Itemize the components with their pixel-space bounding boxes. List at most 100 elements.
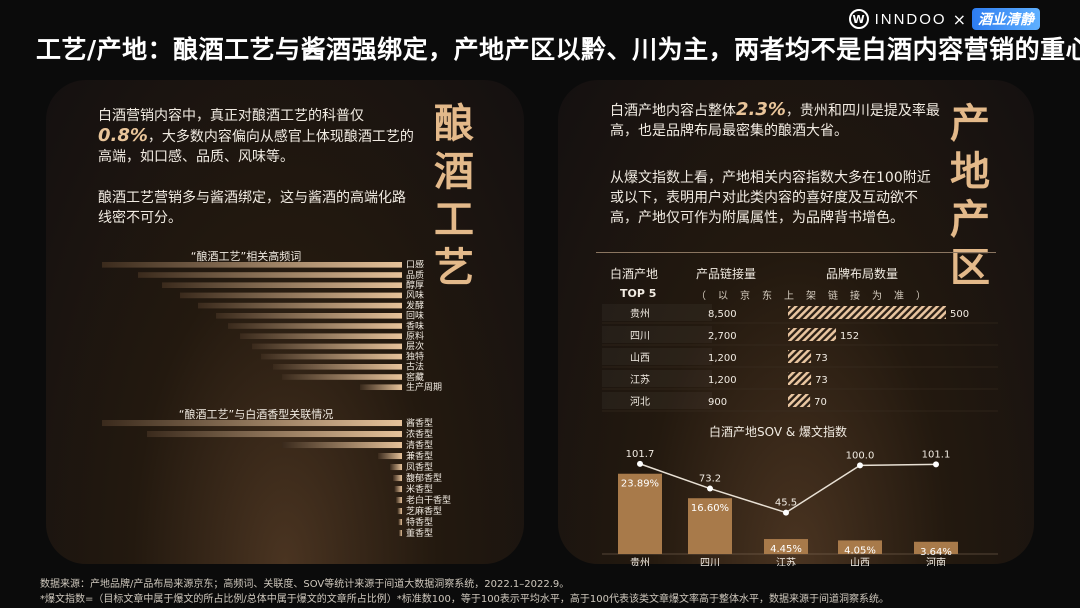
sov-category-label: 山西 bbox=[850, 557, 870, 566]
bar-香味 bbox=[228, 323, 402, 329]
table-top5-label: TOP 5 bbox=[620, 287, 657, 300]
table-cell-region-bg bbox=[602, 392, 712, 409]
bar-label: 独特 bbox=[406, 350, 424, 362]
craft-para1-text-after: ，大多数内容偏向从感官上体现酿酒工艺的高端，如口感、品质、风味等。 bbox=[98, 129, 414, 165]
region-vertical-title: 产 地 产 区 bbox=[948, 100, 992, 292]
vtitle-char: 产 bbox=[950, 197, 990, 243]
craft-paragraph-1: 白酒营销内容中，真正对酿酒工艺的科普仅0.8%，大多数内容偏向从感官上体现酿酒工… bbox=[98, 106, 418, 167]
sov-category-label: 江苏 bbox=[776, 556, 796, 566]
table-link-count: 2,700 bbox=[708, 331, 737, 342]
bar-label: 凤香型 bbox=[406, 462, 433, 473]
bar-醇厚 bbox=[162, 282, 402, 289]
bar-清香型 bbox=[282, 442, 402, 449]
table-region-name: 四川 bbox=[630, 331, 650, 342]
table-region-name: 山西 bbox=[630, 352, 650, 364]
table-cell-region-bg bbox=[602, 326, 712, 343]
bar-label: 原料 bbox=[406, 330, 424, 342]
bar-古法 bbox=[273, 364, 402, 370]
bar-特香型 bbox=[398, 519, 402, 526]
bar-口感 bbox=[102, 262, 402, 268]
bar-生产周期 bbox=[360, 384, 402, 391]
region-para1-text-after: ，贵州和四川是提及率最高，也是品牌布局最密集的酿酒大省。 bbox=[610, 103, 940, 139]
table-region-name: 江苏 bbox=[630, 373, 650, 386]
winndoo-logo-icon: W bbox=[848, 9, 869, 29]
sov-category-label: 四川 bbox=[700, 558, 720, 566]
bar-米香型 bbox=[394, 486, 402, 493]
region-percent-highlight: 2.3% bbox=[736, 99, 786, 120]
brand-count-bar bbox=[788, 328, 837, 341]
bar-label: 口感 bbox=[406, 260, 424, 271]
brand-count-label: 70 bbox=[814, 397, 827, 408]
table-cell-region-bg bbox=[602, 304, 712, 321]
table-link-count: 1,200 bbox=[708, 353, 737, 364]
bar-label: 回味 bbox=[406, 310, 424, 322]
bar-窖藏 bbox=[282, 374, 402, 380]
index-label: 101.7 bbox=[626, 449, 655, 460]
freq-words-chart-title: “酿酒工艺”相关高频词 bbox=[190, 250, 302, 263]
sov-bar-label: 16.60% bbox=[691, 503, 729, 514]
footer-source: 数据来源：产地品牌/产品布局来源京东；高频词、关联度、SOV等统计来源于间道大数… bbox=[40, 579, 570, 590]
index-label: 100.0 bbox=[846, 450, 875, 461]
bar-label: 米香型 bbox=[406, 483, 433, 495]
bar-酱香型 bbox=[102, 420, 402, 427]
bar-label: 馥郁香型 bbox=[406, 472, 442, 484]
partner-logo: 酒业清静 bbox=[972, 8, 1040, 30]
index-point bbox=[707, 485, 713, 492]
bar-老白干香型 bbox=[396, 497, 402, 504]
bar-label: 董香型 bbox=[406, 527, 433, 539]
bar-浓香型 bbox=[147, 431, 402, 438]
brand-count-label: 73 bbox=[815, 353, 828, 364]
bar-独特 bbox=[261, 353, 402, 360]
table-region-name: 河北 bbox=[630, 396, 650, 408]
page-title: 工艺/产地：酿酒工艺与酱酒强绑定，产地产区以黔、川为主，两者均不是白酒内容营销的… bbox=[36, 35, 1080, 64]
bar-label: 层次 bbox=[406, 340, 424, 352]
bar-回味 bbox=[216, 313, 402, 319]
index-point bbox=[933, 461, 939, 468]
table-link-count: 8,500 bbox=[708, 309, 737, 320]
brand-logos: W INNDOO × 酒业清静 bbox=[848, 6, 1040, 32]
bar-label: 窖藏 bbox=[406, 371, 424, 383]
vtitle-char: 地 bbox=[950, 149, 990, 195]
sov-bar bbox=[688, 498, 732, 554]
brand-count-bar bbox=[788, 394, 811, 407]
bar-馥郁香型 bbox=[393, 475, 402, 482]
region-paragraph-2: 从爆文指数上看，产地相关内容指数大多在100附近或以下，表明用户对此类内容的喜好… bbox=[610, 170, 931, 226]
bar-label: 浓香型 bbox=[406, 429, 433, 440]
bar-label: 芝麻香型 bbox=[406, 505, 442, 517]
sov-category-label: 河南 bbox=[926, 556, 946, 566]
brand-name: INNDOO bbox=[874, 10, 947, 28]
brand-count-label: 500 bbox=[950, 309, 969, 320]
craft-vertical-title: 酿 酒 工 艺 bbox=[432, 100, 476, 292]
sov-bar-label: 4.45% bbox=[770, 544, 802, 555]
sov-chart: 23.89% 贵州 16.60% 四川 4.45%江苏 4.05%山西 3.64%河南 101… bbox=[602, 449, 998, 566]
brand-count-label: 152 bbox=[840, 331, 859, 342]
bar-label: 品质 bbox=[406, 269, 424, 281]
table-note: （以京东上架链接为准） bbox=[696, 291, 938, 302]
bar-label: 特香型 bbox=[406, 516, 433, 528]
index-label: 45.5 bbox=[775, 498, 797, 509]
vtitle-char: 产 bbox=[950, 101, 990, 147]
brand-cross: × bbox=[952, 9, 966, 29]
index-label: 73.2 bbox=[699, 474, 721, 485]
bar-label: 发酵 bbox=[406, 299, 424, 311]
aroma-chart-title: “酿酒工艺”与白酒香型关联情况 bbox=[178, 408, 334, 421]
brand-count-bar bbox=[788, 372, 812, 385]
bar-label: 清香型 bbox=[406, 439, 433, 451]
sov-bar bbox=[618, 473, 662, 554]
bar-label: 老白干香型 bbox=[406, 494, 451, 506]
vtitle-char: 艺 bbox=[434, 245, 474, 291]
craft-percent-highlight: 0.8% bbox=[98, 125, 148, 146]
table-header-region: 白酒产地 bbox=[610, 267, 659, 281]
sov-bar bbox=[838, 540, 882, 554]
craft-paragraph-2: 酿酒工艺营销多与酱酒绑定，这与酱酒的高端化路线密不可分。 bbox=[98, 190, 406, 226]
sov-category-label: 贵州 bbox=[630, 556, 650, 566]
table-cell-region-bg bbox=[602, 348, 712, 365]
bar-层次 bbox=[252, 343, 402, 350]
bar-董香型 bbox=[399, 530, 402, 537]
region-table: 贵州 8,500 500 四川 2,700 152 山西 1,200 73 江苏 1,200 73 河北… bbox=[602, 304, 998, 412]
bar-label: 古法 bbox=[406, 361, 424, 373]
footer-note: *爆文指数=（目标文章中属于爆文的所占比例/总体中属于爆文的文章所占比例）*标准… bbox=[40, 594, 890, 605]
bar-芝麻香型 bbox=[397, 508, 402, 515]
